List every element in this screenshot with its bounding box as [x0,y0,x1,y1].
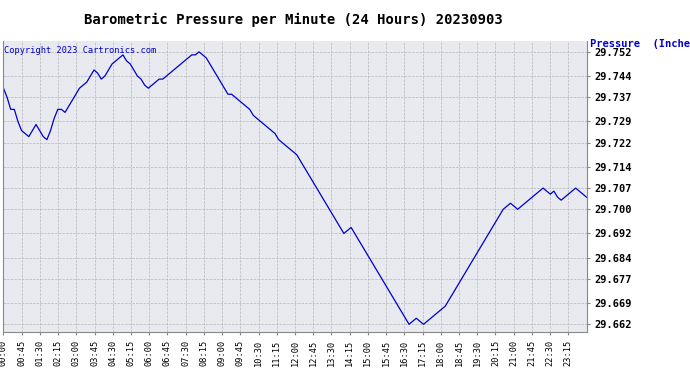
Text: Copyright 2023 Cartronics.com: Copyright 2023 Cartronics.com [4,46,156,55]
Text: Pressure  (Inches/Hg): Pressure (Inches/Hg) [590,39,690,50]
Text: Barometric Pressure per Minute (24 Hours) 20230903: Barometric Pressure per Minute (24 Hours… [84,13,502,27]
